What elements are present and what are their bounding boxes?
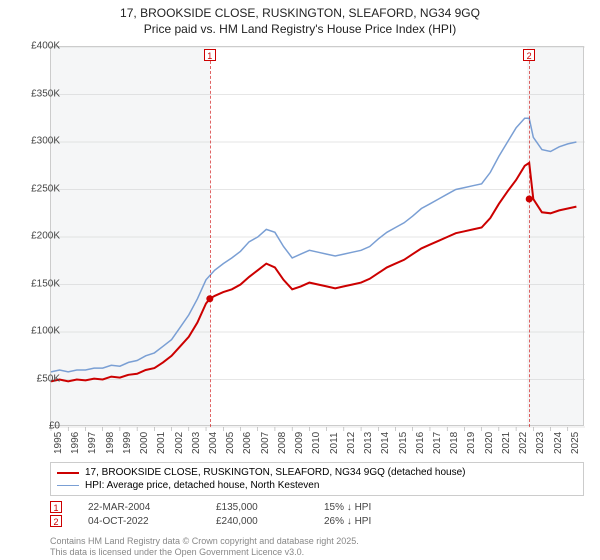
title-line-1: 17, BROOKSIDE CLOSE, RUSKINGTON, SLEAFOR…: [120, 6, 480, 20]
chart-svg: [51, 47, 585, 427]
x-tick-label: 2024: [553, 432, 564, 454]
x-tick-label: 2011: [329, 432, 340, 454]
legend-swatch: [57, 485, 79, 486]
attribution: Contains HM Land Registry data © Crown c…: [50, 536, 359, 558]
x-tick-label: 2021: [501, 432, 512, 454]
x-tick-label: 2017: [432, 432, 443, 454]
x-tick-label: 2004: [208, 432, 219, 454]
legend-label: 17, BROOKSIDE CLOSE, RUSKINGTON, SLEAFOR…: [85, 467, 466, 478]
sale-date: 22-MAR-2004: [88, 502, 198, 513]
x-tick-label: 2005: [225, 432, 236, 454]
y-tick-label: £300K: [31, 136, 60, 147]
legend-swatch: [57, 472, 79, 474]
sale-hpi-diff: 15% ↓ HPI: [324, 502, 414, 513]
attribution-line-1: Contains HM Land Registry data © Crown c…: [50, 536, 359, 546]
sale-number-box: 2: [50, 515, 62, 527]
sale-marker-line: [210, 61, 211, 427]
x-tick-label: 2003: [191, 432, 202, 454]
x-tick-label: 1996: [70, 432, 81, 454]
x-tick-label: 1998: [105, 432, 116, 454]
attribution-line-2: This data is licensed under the Open Gov…: [50, 547, 304, 557]
legend-row: 17, BROOKSIDE CLOSE, RUSKINGTON, SLEAFOR…: [57, 466, 577, 479]
x-tick-label: 2010: [311, 432, 322, 454]
plot-area: 12: [50, 46, 584, 426]
legend-row: HPI: Average price, detached house, Nort…: [57, 479, 577, 492]
chart-title: 17, BROOKSIDE CLOSE, RUSKINGTON, SLEAFOR…: [0, 0, 600, 37]
sale-marker-line: [529, 61, 530, 427]
sale-hpi-diff: 26% ↓ HPI: [324, 516, 414, 527]
x-tick-label: 2022: [518, 432, 529, 454]
series-hpi: [51, 118, 576, 372]
x-tick-label: 2002: [174, 432, 185, 454]
sale-price: £135,000: [216, 502, 306, 513]
x-tick-label: 1999: [122, 432, 133, 454]
chart-area: 12: [50, 46, 584, 426]
x-tick-label: 2019: [466, 432, 477, 454]
sale-date: 04-OCT-2022: [88, 516, 198, 527]
y-tick-label: £200K: [31, 231, 60, 242]
title-line-2: Price paid vs. HM Land Registry's House …: [144, 22, 456, 36]
x-tick-label: 2023: [535, 432, 546, 454]
y-tick-label: £250K: [31, 183, 60, 194]
y-tick-label: £50K: [37, 373, 60, 384]
chart-container: 17, BROOKSIDE CLOSE, RUSKINGTON, SLEAFOR…: [0, 0, 600, 560]
x-tick-label: 2015: [398, 432, 409, 454]
x-tick-label: 2000: [139, 432, 150, 454]
sales-table: 1 22-MAR-2004 £135,000 15% ↓ HPI 2 04-OCT-202…: [50, 500, 414, 528]
sale-price: £240,000: [216, 516, 306, 527]
x-tick-label: 2007: [260, 432, 271, 454]
legend-box: 17, BROOKSIDE CLOSE, RUSKINGTON, SLEAFOR…: [50, 462, 584, 496]
x-tick-label: 2001: [156, 432, 167, 454]
x-tick-label: 2008: [277, 432, 288, 454]
sale-number-box: 1: [50, 501, 62, 513]
sales-row: 1 22-MAR-2004 £135,000 15% ↓ HPI: [50, 500, 414, 514]
y-tick-label: £150K: [31, 278, 60, 289]
sale-marker-box: 2: [523, 49, 535, 61]
legend-label: HPI: Average price, detached house, Nort…: [85, 480, 319, 491]
x-tick-label: 2014: [380, 432, 391, 454]
x-tick-label: 2009: [294, 432, 305, 454]
x-tick-label: 2013: [363, 432, 374, 454]
sale-marker-box: 1: [204, 49, 216, 61]
x-tick-label: 1997: [87, 432, 98, 454]
x-tick-label: 2016: [415, 432, 426, 454]
x-tick-label: 1995: [53, 432, 64, 454]
y-tick-label: £100K: [31, 326, 60, 337]
x-tick-label: 2012: [346, 432, 357, 454]
x-tick-label: 2006: [242, 432, 253, 454]
series-price_paid: [51, 163, 576, 382]
y-tick-label: £350K: [31, 88, 60, 99]
y-tick-label: £400K: [31, 41, 60, 52]
sales-row: 2 04-OCT-2022 £240,000 26% ↓ HPI: [50, 514, 414, 528]
x-tick-label: 2018: [449, 432, 460, 454]
x-tick-label: 2020: [484, 432, 495, 454]
y-tick-label: £0: [49, 421, 60, 432]
x-tick-label: 2025: [570, 432, 581, 454]
